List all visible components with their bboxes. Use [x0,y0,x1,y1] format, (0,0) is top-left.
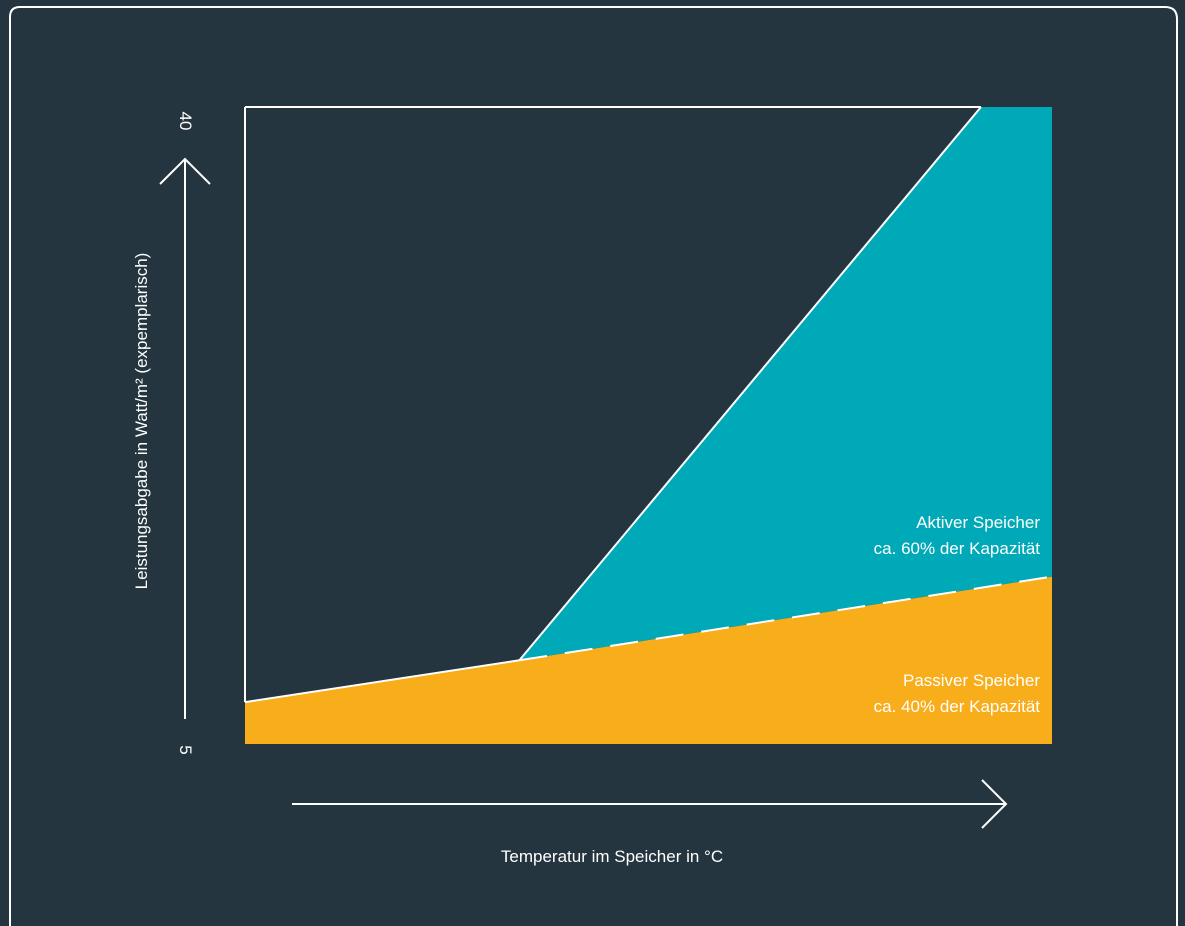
y-tick-max: 40 [176,112,195,131]
x-axis-label: Temperatur im Speicher in °C [501,847,723,866]
passive-boundary-line [244,659,520,704]
active-series-caption: ca. 60% der Kapazität [874,539,1041,558]
y-axis-arrow [159,157,211,719]
active-storage-area [519,107,1052,661]
passive-series-name: Passiver Speicher [903,671,1040,690]
active-boundary-line [518,106,982,661]
y-axis-label: Leistungsabgabe in Watt/m² (expemplarisc… [132,253,151,590]
y-tick-min: 5 [176,745,195,754]
passive-storage-area [245,576,1052,744]
passive-series-caption: ca. 40% der Kapazität [874,697,1041,716]
outer-frame [9,6,1178,926]
active-series-name: Aktiver Speicher [916,513,1040,532]
x-axis-arrow [292,779,1008,829]
